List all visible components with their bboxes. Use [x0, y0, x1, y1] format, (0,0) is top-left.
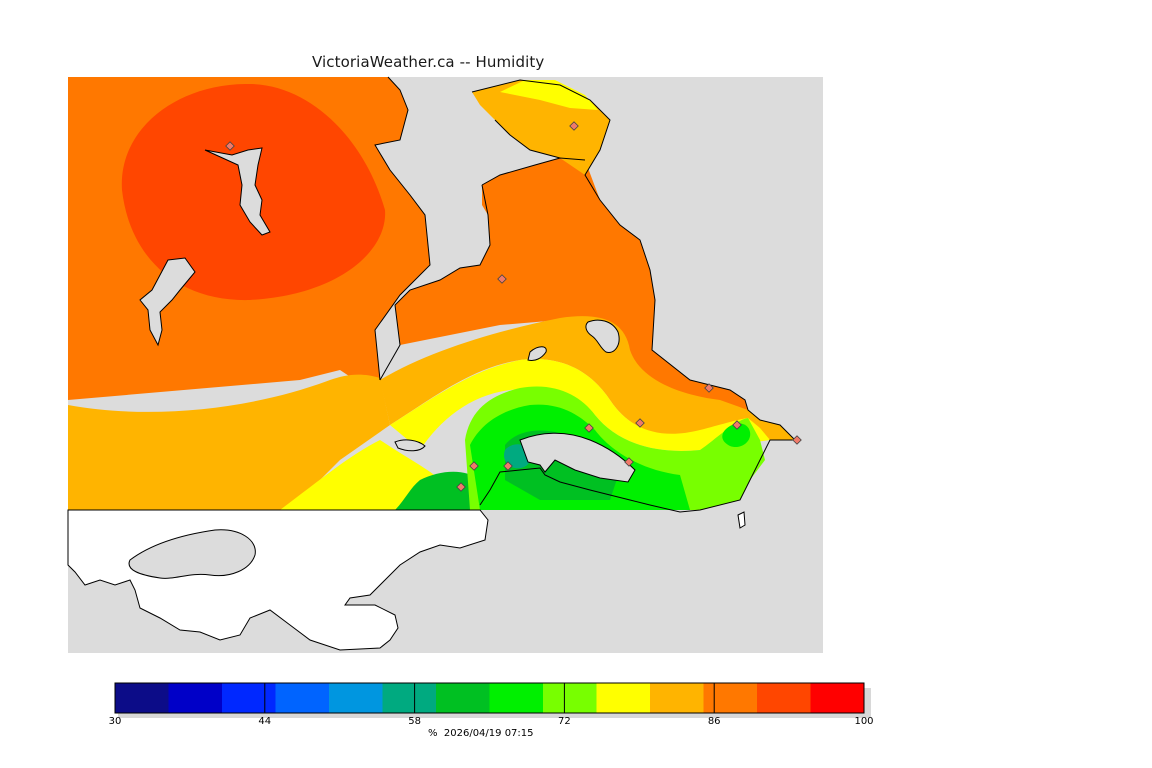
humidity-band-86-91-east — [395, 158, 748, 410]
lake-west — [139, 257, 196, 347]
humidity-band-77-81-south — [390, 359, 770, 451]
station-marker — [584, 423, 594, 433]
legend-swatch — [436, 683, 490, 713]
timestamp: 2026/04/19 07:15 — [443, 728, 534, 739]
legend-swatch — [382, 683, 437, 713]
station-marker — [503, 461, 513, 471]
humidity-band-81-86-south — [380, 316, 795, 440]
legend-swatch — [489, 683, 544, 713]
lake-inlet — [527, 346, 547, 361]
station-marker — [792, 435, 802, 445]
station-marker — [635, 418, 645, 428]
station-marker — [704, 383, 714, 393]
legend-tick-label: 100 — [854, 716, 874, 727]
station-marker — [469, 461, 479, 471]
humidity-band-72-77-west — [395, 471, 480, 510]
legend-swatch — [810, 683, 865, 713]
land-no-data-island — [128, 529, 256, 579]
station-marker — [456, 482, 466, 492]
legend-swatch — [650, 683, 704, 713]
legend-swatch — [543, 683, 597, 713]
legend-swatch — [115, 683, 169, 713]
legend-footer: % 2026/04/19 07:15 — [428, 728, 534, 739]
legend-swatch — [596, 683, 651, 713]
legend-swatch — [703, 683, 758, 713]
legend-tick-label: 30 — [108, 716, 122, 727]
island-small — [737, 511, 746, 529]
station-marker — [569, 121, 579, 131]
legend-swatch — [168, 683, 223, 713]
legend-tick-label: 86 — [707, 716, 721, 727]
humidity-legend — [114, 682, 871, 718]
legend-swatch — [329, 683, 383, 713]
station-marker — [624, 457, 634, 467]
humidity-band-77-81-west — [280, 440, 440, 510]
legend-tick-label: 44 — [258, 716, 272, 727]
legend-tick-label: 72 — [558, 716, 571, 727]
humidity-band-77-81-north — [500, 80, 598, 110]
legend-unit: % — [428, 728, 438, 739]
lake-northwest — [204, 147, 271, 236]
legend-border — [114, 682, 865, 714]
legend-swatch — [222, 683, 276, 713]
station-marker — [732, 420, 742, 430]
lake-south-small — [394, 439, 426, 452]
humidity-band-81-86-west — [68, 374, 390, 510]
coastlines — [374, 76, 797, 513]
legend-tick-label: 58 — [408, 716, 421, 727]
station-markers — [225, 121, 802, 492]
humidity-band-67-72-spot — [722, 423, 751, 448]
station-marker — [497, 274, 507, 284]
legend-swatch — [757, 683, 811, 713]
map-title: VictoriaWeather.ca -- Humidity — [312, 53, 545, 71]
lake-east — [585, 319, 620, 354]
harbour-inlet — [519, 432, 636, 483]
station-marker — [225, 141, 235, 151]
legend-swatch — [275, 683, 330, 713]
